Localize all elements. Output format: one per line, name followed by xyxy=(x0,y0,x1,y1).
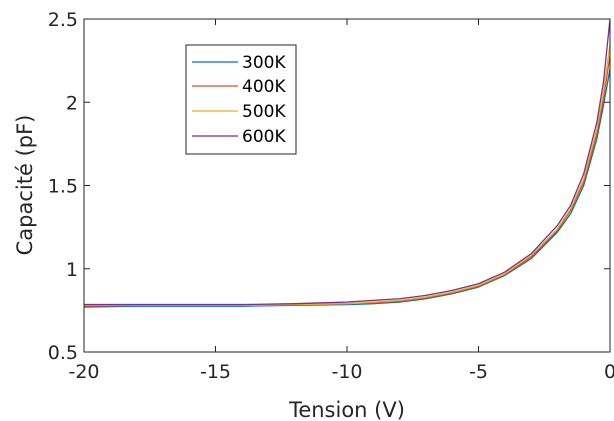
y-tick-label: 2 xyxy=(66,92,78,114)
legend-label-600k: 600K xyxy=(242,127,286,147)
series-layer xyxy=(84,19,610,308)
x-tick-label: -20 xyxy=(68,361,99,383)
y-tick-label: 1.5 xyxy=(48,176,78,198)
y-tick-label: 0.5 xyxy=(48,342,78,364)
legend-label-400k: 400K xyxy=(242,77,286,97)
x-tick-label: 0 xyxy=(604,361,614,383)
y-axis-title: Capacité (pF) xyxy=(13,115,37,256)
legend-entry-300k: 300K xyxy=(192,53,286,73)
legend-entry-500k: 500K xyxy=(192,102,286,122)
legend-entry-600k: 600K xyxy=(192,127,286,147)
legend: 300K 400K 500K 600K xyxy=(185,44,297,155)
series-line-500k xyxy=(84,43,610,307)
plot-area xyxy=(84,19,610,352)
legend-label-500k: 500K xyxy=(242,102,286,122)
x-tick-label: -5 xyxy=(469,361,488,383)
legend-label-300k: 300K xyxy=(242,53,286,73)
y-tick-label: 2.5 xyxy=(48,9,78,31)
series-line-600k xyxy=(84,19,610,306)
series-line-300k xyxy=(84,68,610,308)
legend-entry-400k: 400K xyxy=(192,77,286,97)
y-tick-label: 1 xyxy=(66,259,78,281)
axis-layer: -20 -15 -10 -5 0 0.5 1 1.5 2 2.5 xyxy=(48,9,614,383)
x-tick-label: -10 xyxy=(331,361,362,383)
x-axis-title: Tension (V) xyxy=(288,398,405,421)
x-tick-label: -15 xyxy=(200,361,231,383)
